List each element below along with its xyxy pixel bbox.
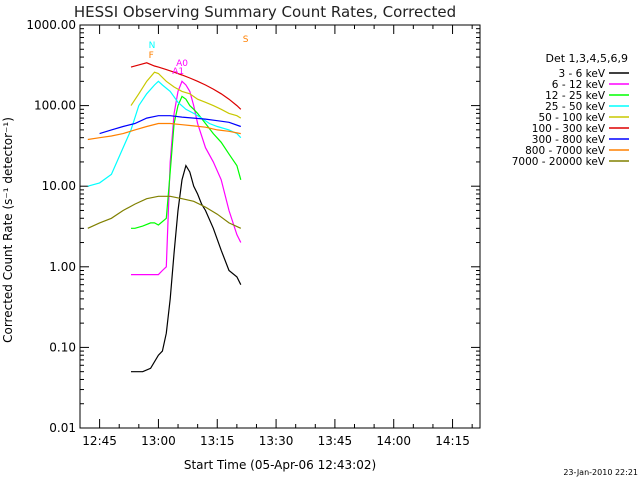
footer-date: 23-Jan-2010 22:21 xyxy=(563,468,638,477)
x-tick-label: 13:45 xyxy=(318,434,353,448)
legend-label: 800 - 7000 keV xyxy=(525,145,606,157)
series-line xyxy=(99,115,242,135)
legend-label: 6 - 12 keV xyxy=(552,79,606,91)
annotation-label: S xyxy=(243,35,249,45)
series-line xyxy=(131,95,242,229)
annotation-label: A0 xyxy=(176,59,188,69)
series-line xyxy=(130,62,242,110)
series-line xyxy=(87,122,241,141)
x-tick-label: 13:15 xyxy=(200,434,235,448)
legend-label: 100 - 300 keV xyxy=(532,123,606,135)
series-line xyxy=(87,80,242,187)
annotation-label: N xyxy=(149,41,156,51)
legend-label: 3 - 6 keV xyxy=(558,68,605,80)
legend-title: Det 1,3,4,5,6,9 xyxy=(545,52,628,65)
y-axis-label: Corrected Count Rate (s⁻¹ detector⁻¹) xyxy=(1,117,15,343)
x-tick-label: 13:30 xyxy=(259,434,294,448)
legend-label: 25 - 50 keV xyxy=(545,101,606,113)
y-tick-label: 100.00 xyxy=(34,99,76,113)
series-line xyxy=(131,164,242,373)
series-line xyxy=(131,80,242,276)
series-line xyxy=(87,195,242,229)
y-tick-label: 1000.00 xyxy=(26,18,76,32)
y-tick-label: 0.01 xyxy=(49,421,76,435)
plot-frame xyxy=(79,24,481,429)
annotation-label: A1 xyxy=(172,67,184,77)
x-tick-label: 14:00 xyxy=(376,434,411,448)
x-tick-label: 12:45 xyxy=(82,434,117,448)
legend-label: 12 - 25 keV xyxy=(545,90,606,102)
chart-title: HESSI Observing Summary Count Rates, Cor… xyxy=(74,3,456,21)
x-axis-label: Start Time (05-Apr-06 12:43:02) xyxy=(184,458,376,472)
x-tick-label: 14:15 xyxy=(435,434,470,448)
legend-label: 7000 - 20000 keV xyxy=(512,156,606,168)
series-line xyxy=(130,71,242,119)
annotation-label: F xyxy=(149,51,154,61)
plot-area: 0.01 0.10 1.00 10.00 100.00 1000.00 12:45 13:00… xyxy=(26,18,481,448)
x-tick-label: 13:00 xyxy=(141,434,176,448)
legend-label: 300 - 800 keV xyxy=(532,134,606,146)
y-tick-label: 1.00 xyxy=(49,260,76,274)
y-tick-label: 10.00 xyxy=(42,179,76,193)
y-tick-label: 0.10 xyxy=(49,340,76,354)
legend-label: 50 - 100 keV xyxy=(538,112,605,124)
